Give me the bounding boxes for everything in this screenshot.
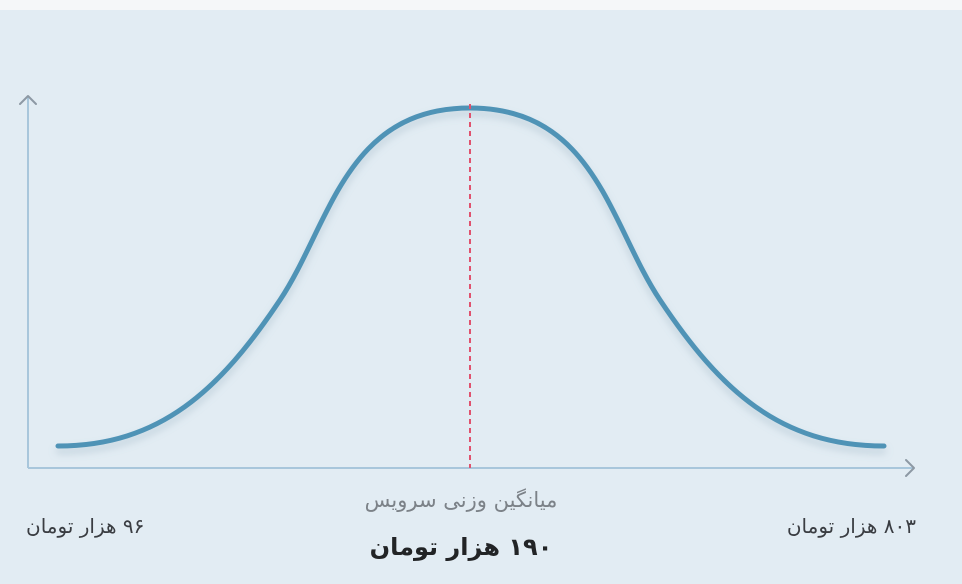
top-strip xyxy=(0,0,962,10)
max-price-label: ۸۰۳ هزار تومان xyxy=(786,514,916,538)
mean-price-label: ۱۹۰ هزار تومان xyxy=(369,533,553,561)
mean-caption-label: میانگین وزنی سرویس xyxy=(364,488,558,512)
min-price-label: ۹۶ هزار تومان xyxy=(26,514,145,538)
x-axis-arrow xyxy=(905,459,915,477)
y-axis-arrow xyxy=(19,95,37,105)
